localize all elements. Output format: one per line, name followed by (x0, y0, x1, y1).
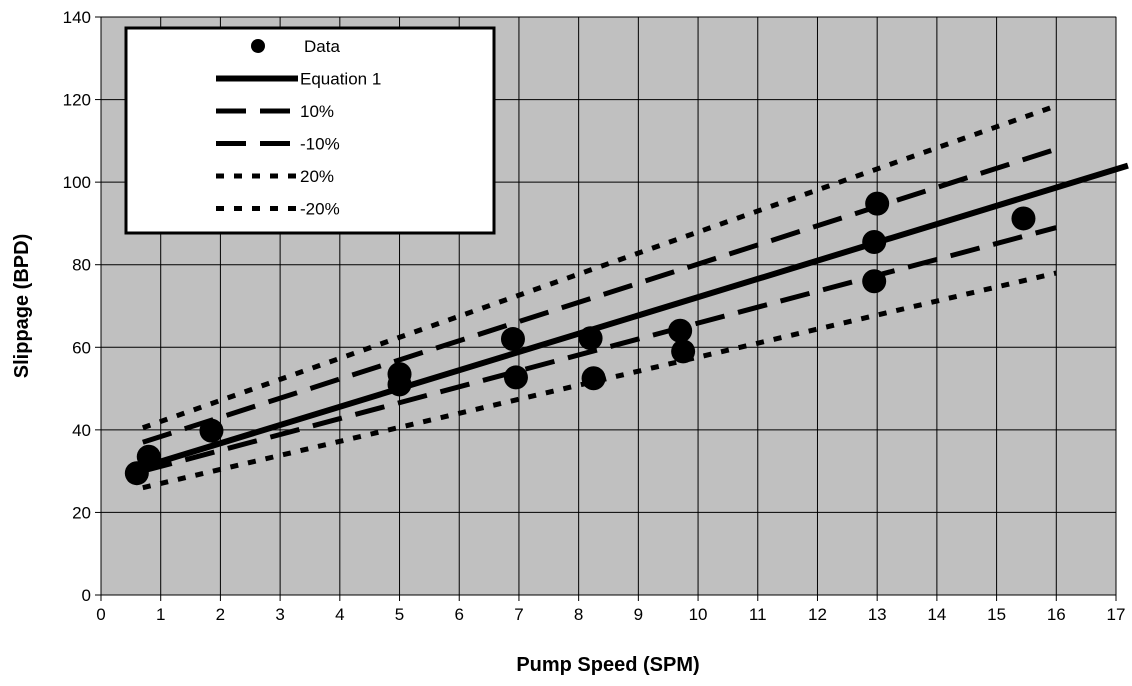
legend-marker (251, 39, 265, 53)
y-tick-label: 40 (72, 421, 91, 440)
legend-entry: 20% (216, 167, 334, 186)
legend-label: Equation 1 (300, 70, 381, 89)
x-tick-label: 10 (689, 605, 708, 624)
y-tick-label: 0 (82, 586, 91, 605)
y-axis-title: Slippage (BPD) (11, 234, 33, 378)
x-tick-label: 11 (749, 605, 767, 624)
axes: 0 1 2 3 4 5 6 7 8 9 10 11 12 13 14 15 16 1702040608010012… (63, 8, 1126, 624)
x-tick-label: 6 (455, 605, 464, 624)
legend-entry: 10% (216, 102, 334, 121)
legend-entry: Equation 1 (216, 70, 381, 89)
legend-label: 20% (300, 167, 334, 186)
legend-entry: -10% (216, 135, 340, 154)
data-point (671, 339, 696, 364)
data-point (668, 318, 693, 343)
data-point (124, 461, 149, 486)
x-tick-label: 7 (514, 605, 523, 624)
y-tick-label: 100 (63, 173, 91, 192)
x-tick-label: 14 (927, 605, 946, 624)
series-line-minus-10pct (142, 225, 1057, 474)
x-tick-label: 5 (395, 605, 404, 624)
data-point (1011, 206, 1036, 231)
x-tick-label: 16 (1047, 605, 1066, 624)
data-point (199, 418, 224, 443)
legend-label: -10% (300, 135, 340, 154)
y-tick-label: 20 (72, 503, 91, 522)
legend-box (124, 26, 496, 235)
x-axis-title: Pump Speed (SPM) (516, 654, 699, 676)
x-tick-label: 15 (987, 605, 1006, 624)
data-point (865, 191, 890, 216)
x-tick-label: 13 (868, 605, 887, 624)
x-tick-label: 12 (808, 605, 827, 624)
x-tick-label: 0 (96, 605, 105, 624)
data-point (136, 444, 161, 469)
gridlines (101, 16, 1117, 595)
legend-label: 10% (300, 102, 334, 121)
y-tick-label: 140 (63, 8, 91, 27)
x-tick-label: 8 (574, 605, 583, 624)
data-point (500, 327, 525, 352)
legend-label: Data (304, 37, 340, 56)
x-tick-label: 4 (335, 605, 344, 624)
series-line-equation-1 (141, 162, 1129, 470)
y-tick-label: 60 (72, 338, 91, 357)
data-point (578, 326, 603, 351)
legend-entry: Data (251, 37, 340, 56)
data-point (387, 372, 412, 397)
y-tick-label: 120 (63, 91, 91, 110)
series-group (124, 103, 1129, 491)
data-point (862, 269, 887, 294)
x-tick-label: 17 (1107, 605, 1126, 624)
y-tick-label: 80 (72, 256, 91, 275)
series-line-10pct (142, 146, 1058, 445)
legend-entry: -20% (216, 200, 340, 219)
data-point (581, 366, 606, 391)
x-tick-label: 2 (216, 605, 225, 624)
legend: Data Equation 1 10% -10% 20% -20% (124, 26, 496, 235)
legend-label: -20% (300, 200, 340, 219)
data-point (503, 365, 528, 390)
x-tick-label: 9 (634, 605, 643, 624)
data-point (862, 230, 887, 255)
x-tick-label: 1 (156, 605, 165, 624)
x-tick-label: 3 (275, 605, 284, 624)
